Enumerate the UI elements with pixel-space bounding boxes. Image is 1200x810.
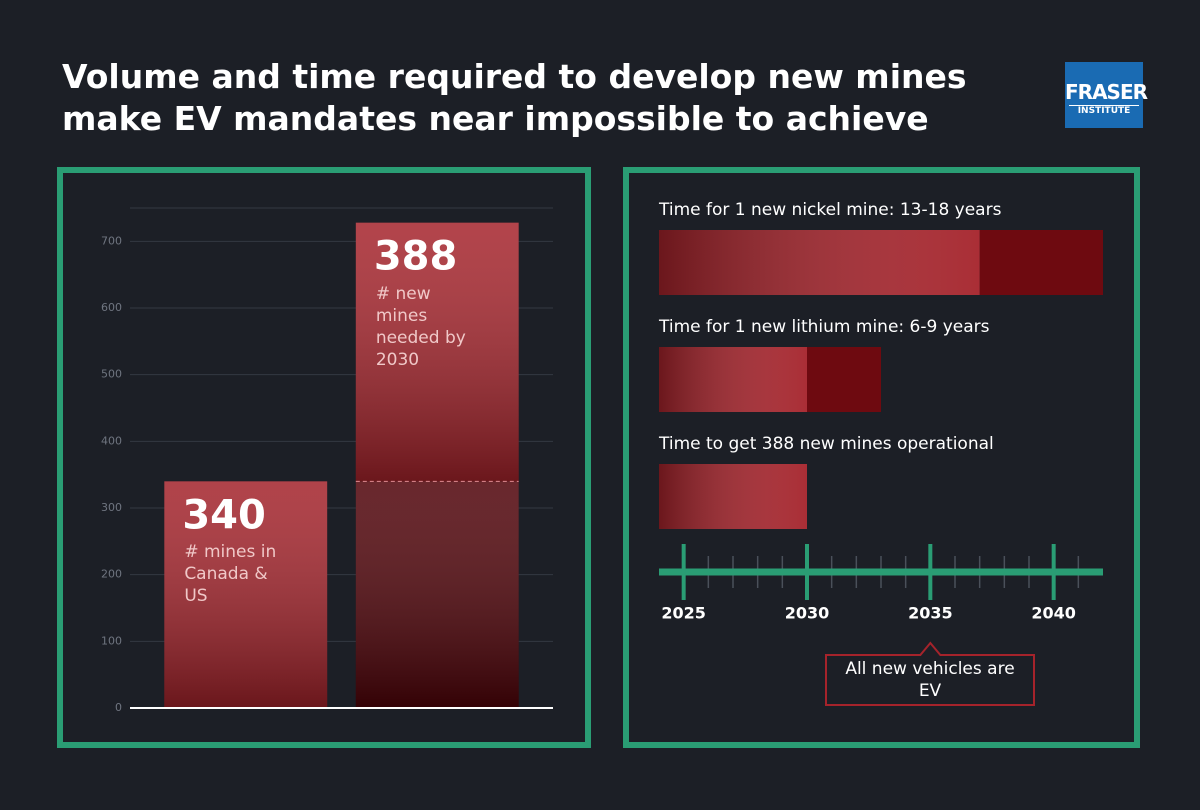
data-label: 388 <box>374 234 458 280</box>
bar-label: Time for 1 new lithium mine: 6-9 years <box>658 317 990 337</box>
annotation-box <box>825 641 1035 706</box>
bar-shade <box>659 230 980 295</box>
range-segment <box>807 347 881 412</box>
x-tick-label: 2040 <box>1031 604 1076 623</box>
series-label: # mines in Canada & US <box>184 542 277 607</box>
title: Volume and time required to develop new … <box>62 57 967 138</box>
left-panel <box>57 167 591 748</box>
y-tick-label: 700 <box>101 234 122 247</box>
y-tick-label: 100 <box>101 634 122 647</box>
y-tick-label: 600 <box>101 301 122 314</box>
bar-shade <box>164 481 328 708</box>
range-segment <box>979 230 1103 295</box>
annotation-text: All new vehicles are EV <box>845 659 1015 701</box>
x-tick-label: 2025 <box>661 604 706 623</box>
logo-name: FRASER <box>1065 80 1148 104</box>
x-tick-label: 2035 <box>908 604 953 623</box>
logo: FRASER INSTITUTE <box>1065 62 1148 128</box>
y-tick-label: 400 <box>101 434 122 447</box>
y-tick-label: 500 <box>101 368 122 381</box>
bar-label: Time for 1 new nickel mine: 13-18 years <box>658 200 1002 220</box>
series-label: # new mines needed by 2030 <box>375 283 466 370</box>
bar-shade <box>355 222 519 482</box>
bar-shade <box>355 481 519 708</box>
data-label: 340 <box>182 492 266 538</box>
y-tick-label: 0 <box>115 701 122 714</box>
right-panel <box>623 167 1140 748</box>
x-tick-label: 2030 <box>785 604 830 623</box>
bar-shade <box>659 464 807 529</box>
logo-sub: INSTITUTE <box>1069 105 1139 116</box>
bar-label: Time to get 388 new mines operational <box>658 434 994 454</box>
bar-shade <box>659 347 807 412</box>
y-tick-label: 300 <box>101 501 122 514</box>
y-tick-label: 200 <box>101 568 122 581</box>
